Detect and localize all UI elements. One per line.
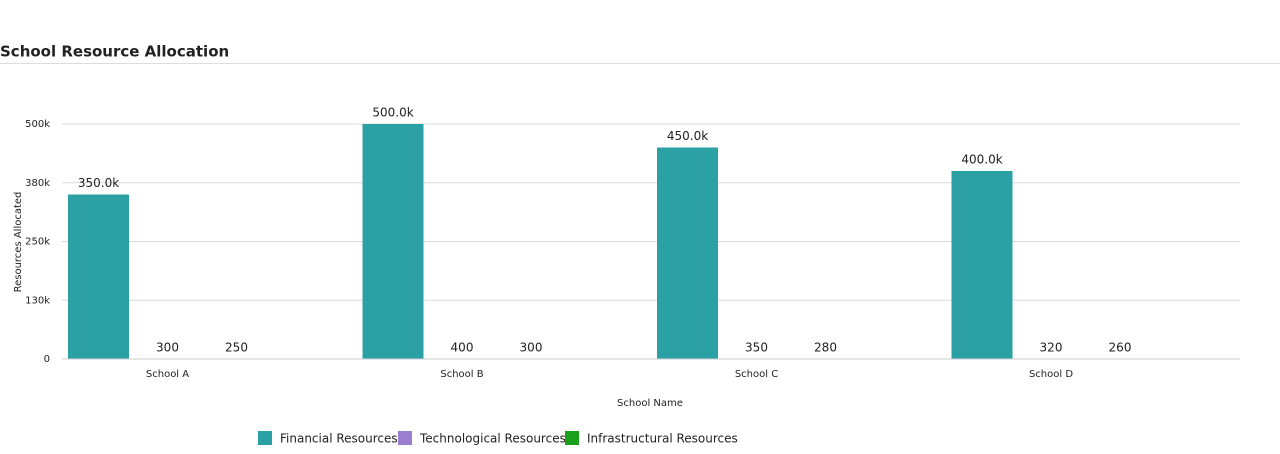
y-tick-label: 0 <box>44 354 50 365</box>
y-tick-label: 380k <box>25 178 50 189</box>
value-label: 250 <box>225 340 248 354</box>
value-label: 500.0k <box>372 106 413 120</box>
legend-label: Technological Resources <box>419 432 566 446</box>
legend-swatch <box>398 431 412 445</box>
value-label: 350 <box>745 340 768 354</box>
x-tick-label: School B <box>440 369 483 380</box>
legend-label: Infrastructural Resources <box>587 432 738 446</box>
chart-title: School Resource Allocation <box>0 43 229 61</box>
legend-swatch <box>565 431 579 445</box>
value-label: 260 <box>1109 340 1132 354</box>
value-label: 280 <box>814 340 837 354</box>
bar <box>657 147 718 359</box>
value-label: 450.0k <box>667 129 708 143</box>
y-tick-label: 250k <box>25 237 50 248</box>
value-label: 300 <box>520 340 543 354</box>
x-tick-label: School D <box>1029 369 1073 380</box>
value-label: 400.0k <box>961 153 1002 167</box>
value-label: 300 <box>156 340 179 354</box>
bar <box>362 124 424 359</box>
x-axis-title: School Name <box>617 398 683 409</box>
y-tick-label: 500k <box>25 119 50 130</box>
y-tick-label: 130k <box>25 295 50 306</box>
value-label: 400 <box>451 340 474 354</box>
x-tick-label: School A <box>146 369 189 380</box>
value-label: 320 <box>1040 340 1063 354</box>
x-tick-label: School C <box>735 369 778 380</box>
bar <box>68 194 129 359</box>
legend-swatch <box>258 431 272 445</box>
y-axis-title: Resources Allocated <box>13 192 24 293</box>
value-label: 350.0k <box>78 176 119 190</box>
bar <box>951 171 1013 359</box>
legend-label: Financial Resources <box>280 432 398 446</box>
